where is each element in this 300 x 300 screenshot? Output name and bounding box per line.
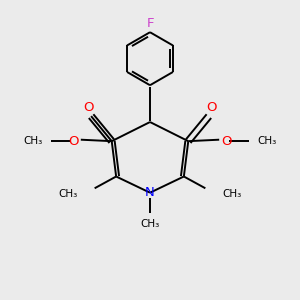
Text: N: N [145,186,155,199]
Text: CH₃: CH₃ [257,136,277,146]
Text: O: O [206,101,217,114]
Text: CH₃: CH₃ [140,219,160,229]
Text: O: O [83,101,94,114]
Text: CH₃: CH₃ [58,189,78,199]
Text: F: F [146,17,154,30]
Text: O: O [221,135,232,148]
Text: CH₃: CH₃ [222,189,242,199]
Text: CH₃: CH₃ [23,136,43,146]
Text: O: O [68,135,79,148]
